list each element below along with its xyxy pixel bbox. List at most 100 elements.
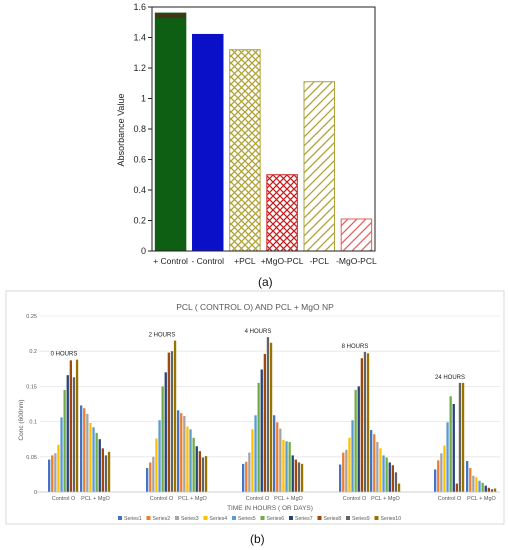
chart-b-legend-swatch [317, 516, 322, 520]
chart-b-bar [373, 434, 376, 492]
chart-b-bar [57, 444, 60, 492]
chart-b-legend-swatch [346, 516, 350, 520]
chart-b-bar [101, 448, 104, 492]
chart-b-annotation: 24 HOURS [435, 375, 465, 381]
chart-a-bar [340, 218, 373, 252]
chart-b-bar [72, 377, 76, 492]
chart-b-bar [170, 351, 174, 492]
chart-b-bar [92, 427, 95, 492]
chart-b-bar [446, 422, 449, 492]
chart-b-legend-label: Series8 [324, 516, 342, 522]
chart-b-legend-label: Series10 [381, 516, 402, 522]
chart-b-bar [440, 453, 443, 492]
chart-b-xtick-label: PCL + MgO [81, 496, 110, 502]
chart-b-bar [469, 468, 472, 492]
chart-b-bar [167, 352, 170, 492]
chart-b-bar [437, 460, 440, 492]
chart-b-ytick-label: 0.15 [26, 384, 37, 390]
chart-a-bar [192, 33, 224, 252]
chart-b-ytick-label: 0.25 [26, 314, 37, 320]
chart-b-xtick-label: Control O [150, 496, 174, 502]
chart-b-bar [376, 442, 379, 492]
chart-b-bar [66, 375, 69, 492]
chart-b-bar [48, 459, 51, 492]
chart-b-xtick-label: Control O [438, 496, 462, 502]
chart-b-bar [472, 475, 475, 492]
chart-b-bar [69, 360, 72, 492]
chart-b-bar [288, 442, 291, 492]
chart-b-annotation: 8 HOURS [342, 344, 369, 350]
chart-b-bar [89, 423, 92, 492]
chart-b-bar [152, 456, 155, 492]
chart-b-xtick-label: Control O [52, 496, 76, 502]
chart-b-bar [342, 452, 345, 492]
chart-b-bar [63, 389, 66, 492]
absorbance-bar-chart: Absorbance Value 0 0.2 0.4 0.6 0.8 1 1.2 1.4 1.6… [116, 2, 377, 289]
chart-a-xtick-label: +MgO-PCL [261, 256, 304, 266]
chart-b-bar [204, 456, 208, 492]
chart-b-bar [282, 439, 285, 492]
panel-label-a: (a) [258, 275, 273, 289]
chart-b-legend-swatch [118, 516, 122, 520]
chart-b-bar [388, 462, 391, 492]
chart-b-bar [351, 420, 354, 492]
chart-b-legend-label: Series4 [210, 516, 228, 522]
chart-b-bar [51, 455, 54, 492]
chart-b-bar [357, 386, 360, 492]
chart-a-ytick-label: 1.4 [133, 33, 146, 43]
chart-b-bar [475, 477, 478, 492]
chart-b-bar [75, 359, 79, 492]
chart-b-bar [60, 417, 63, 492]
chart-a-ytick-label: 1.2 [133, 63, 146, 73]
chart-b-bar [291, 455, 294, 492]
chart-b-bar [297, 462, 301, 492]
chart-b-bar [466, 461, 469, 492]
chart-a-ytick-label: 0.6 [133, 155, 146, 165]
chart-b-legend-swatch [232, 516, 236, 520]
chart-b-bar [83, 408, 86, 492]
chart-b-bar [173, 340, 177, 492]
chart-b-bar [478, 480, 481, 492]
chart-b-bar [245, 461, 248, 492]
chart-b-bar [251, 429, 254, 492]
chart-b-bar [86, 413, 89, 492]
chart-b-bar [155, 438, 158, 492]
chart-b-title: PCL ( CONTROL O) AND PCL + MgO NP [176, 302, 334, 312]
chart-b-legend-swatch [374, 516, 379, 520]
chart-b-bar [397, 483, 401, 492]
chart-b-ytick-label: 0.05 [26, 455, 37, 461]
chart-b-bar [254, 415, 257, 492]
chart-a-ytick-label: 0.8 [133, 124, 146, 134]
chart-b-xtick-label: PCL + MgO [178, 496, 207, 502]
chart-a-ytick-label: 0 [141, 246, 146, 256]
chart-b-bar [186, 426, 189, 492]
chart-b-legend-swatch [260, 516, 265, 520]
chart-a-bar [229, 49, 261, 252]
chart-b-bar [449, 396, 452, 492]
chart-b-bar [107, 451, 111, 492]
chart-b-bar [452, 404, 455, 492]
chart-b-bar [54, 453, 57, 492]
chart-b-bar [260, 369, 263, 492]
chart-b-ytick-label: 0.1 [29, 420, 37, 426]
chart-b-annotation: 0 HOURS [51, 352, 78, 358]
chart-a-ylabel: Absorbance Value [116, 94, 126, 167]
chart-b-bar [394, 472, 398, 492]
chart-b-bar [443, 445, 446, 492]
chart-a-ytick-label: 1.6 [133, 2, 146, 12]
chart-b-bar [146, 468, 149, 492]
chart-b-bar [248, 452, 251, 492]
chart-b-ytick-label: 0 [34, 490, 37, 496]
chart-a-xtick-label: -MgO-PCL [336, 256, 377, 266]
chart-b-bar [481, 482, 484, 492]
chart-b-legend: Series1 Series2 Series3 Series4 Series5 Serie… [118, 516, 401, 522]
chart-b-annotation: 4 HOURS [245, 329, 272, 335]
chart-b-bar [195, 446, 198, 492]
chart-b-bar [276, 422, 279, 492]
chart-b-xtick-label: PCL + MgO [371, 496, 400, 502]
chart-b-legend-label: Series2 [153, 516, 171, 522]
chart-b-bar [285, 441, 288, 492]
chart-a-xtick-label: + Control [153, 256, 188, 266]
chart-b-bar [269, 342, 273, 492]
chart-a-ytick-label: 0.2 [133, 216, 146, 226]
